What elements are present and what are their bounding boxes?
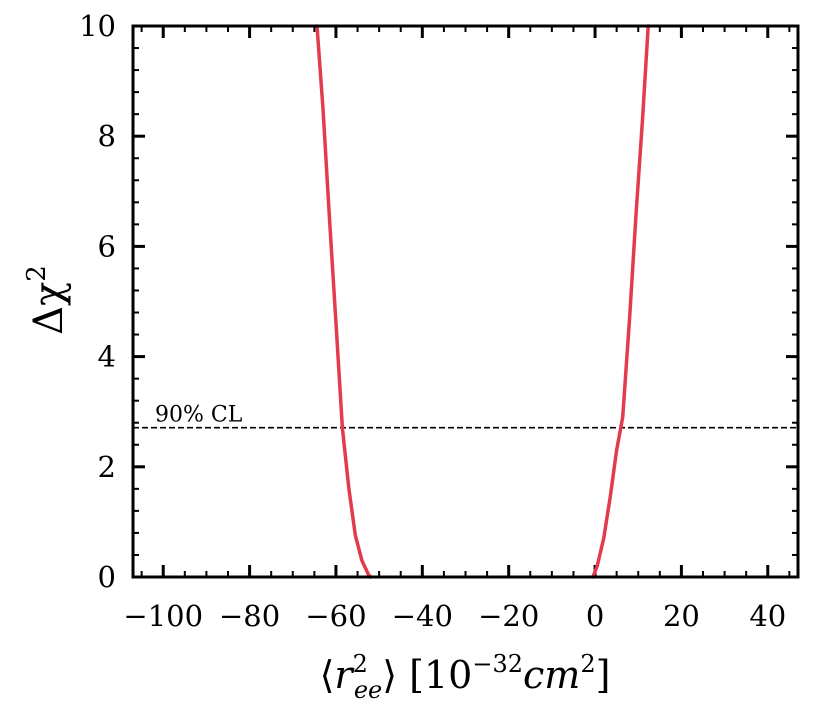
x-axis-title-var: r <box>334 653 355 697</box>
y-tick-label: 10 <box>79 9 116 43</box>
y-tick-label: 4 <box>98 340 116 374</box>
x-tick-label: −80 <box>219 599 280 633</box>
delta-chi2-curve-left <box>315 24 373 579</box>
y-tick-label: 2 <box>98 450 116 484</box>
y-axis-title-sup: 2 <box>22 265 52 282</box>
x-axis-title: ⟨r2 ee⟩ [10−32cm2] <box>320 650 611 704</box>
x-tick-label: 40 <box>749 599 786 633</box>
x-tick-label: 0 <box>586 599 604 633</box>
delta-chi2-curve-right <box>591 24 650 579</box>
x-axis-title-exp: −32 <box>472 650 523 678</box>
x-tick-labels: −100 −80 −60 −40 −20 0 20 40 <box>123 599 786 633</box>
x-axis-title-unit: cm <box>523 653 580 697</box>
x-tick-label: −100 <box>123 599 203 633</box>
y-tick-label: 8 <box>98 119 116 153</box>
x-axis-title-unit-sup: 2 <box>580 650 595 678</box>
reference-line-group: 90% CL <box>133 403 798 429</box>
x-tick-label: 20 <box>663 599 700 633</box>
series-group <box>315 24 650 579</box>
plot-frame <box>131 24 800 579</box>
x-axis-title-close: ⟩ [10 <box>382 653 472 697</box>
x-axis-title-end: ] <box>596 653 611 697</box>
y-tick-label: 0 <box>98 560 116 594</box>
x-axis-title-sup: 2 <box>353 650 368 678</box>
y-tick-label: 6 <box>98 229 116 263</box>
y-tick-labels: 0 2 4 6 8 10 <box>79 9 116 594</box>
y-axis-title-main: Δχ <box>26 282 72 335</box>
x-tick-label: −20 <box>478 599 539 633</box>
y-axis-title: Δχ2 <box>22 265 72 335</box>
cl-90-label: 90% CL <box>155 403 243 428</box>
x-axis-title-sub: ee <box>354 676 382 704</box>
axis-ticks <box>133 24 798 579</box>
x-tick-label: −40 <box>392 599 453 633</box>
x-tick-label: −60 <box>305 599 366 633</box>
x-axis-title-open: ⟨ <box>320 653 335 697</box>
